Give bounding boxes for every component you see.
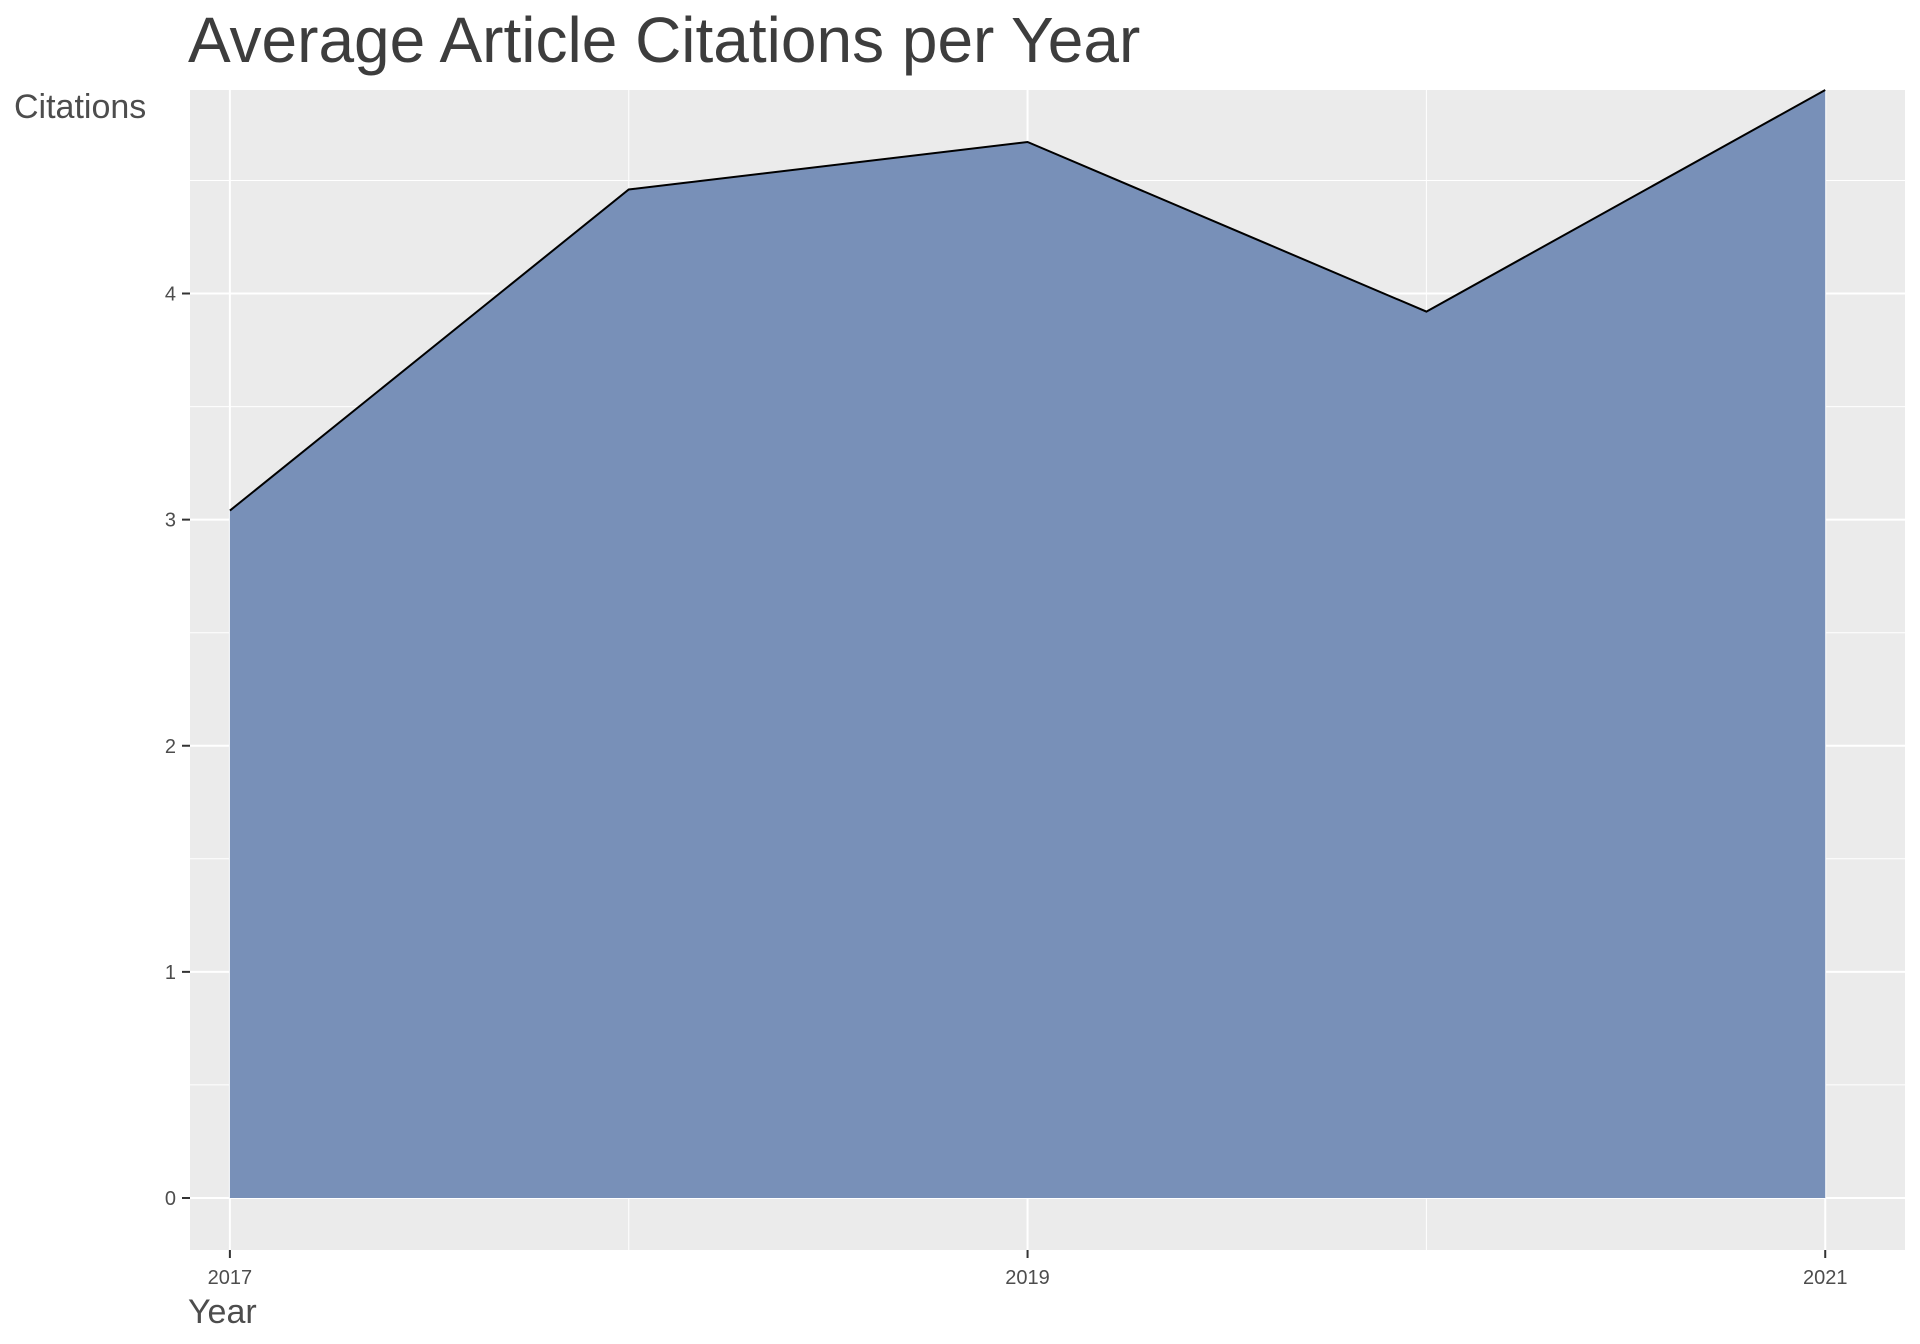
- x-tick-label: 2017: [208, 1267, 253, 1289]
- y-tick-label: 0: [165, 1188, 176, 1210]
- area-series-line: [229, 89, 1826, 512]
- data-point-2020: [1423, 309, 1429, 315]
- y-tick-label: 4: [165, 284, 176, 306]
- data-point-2019: [1025, 139, 1031, 145]
- y-tick-label: 1: [165, 962, 176, 984]
- area-series: [229, 90, 1826, 1198]
- y-axis: 0 1 2 3 4: [165, 284, 190, 1210]
- x-axis: 2017 2019 2021: [208, 1250, 1848, 1289]
- x-tick-label: 2019: [1005, 1267, 1050, 1289]
- chart-title: Average Article Citations per Year: [188, 4, 1140, 76]
- x-axis-title: Year: [188, 1293, 257, 1331]
- y-tick-label: 2: [165, 736, 176, 758]
- data-point-2021: [1822, 87, 1828, 93]
- y-tick-label: 3: [165, 510, 176, 532]
- data-point-2017: [227, 508, 233, 514]
- y-axis-title: Citations: [14, 88, 146, 126]
- x-tick-label: 2021: [1803, 1267, 1848, 1289]
- data-point-2018: [626, 186, 632, 192]
